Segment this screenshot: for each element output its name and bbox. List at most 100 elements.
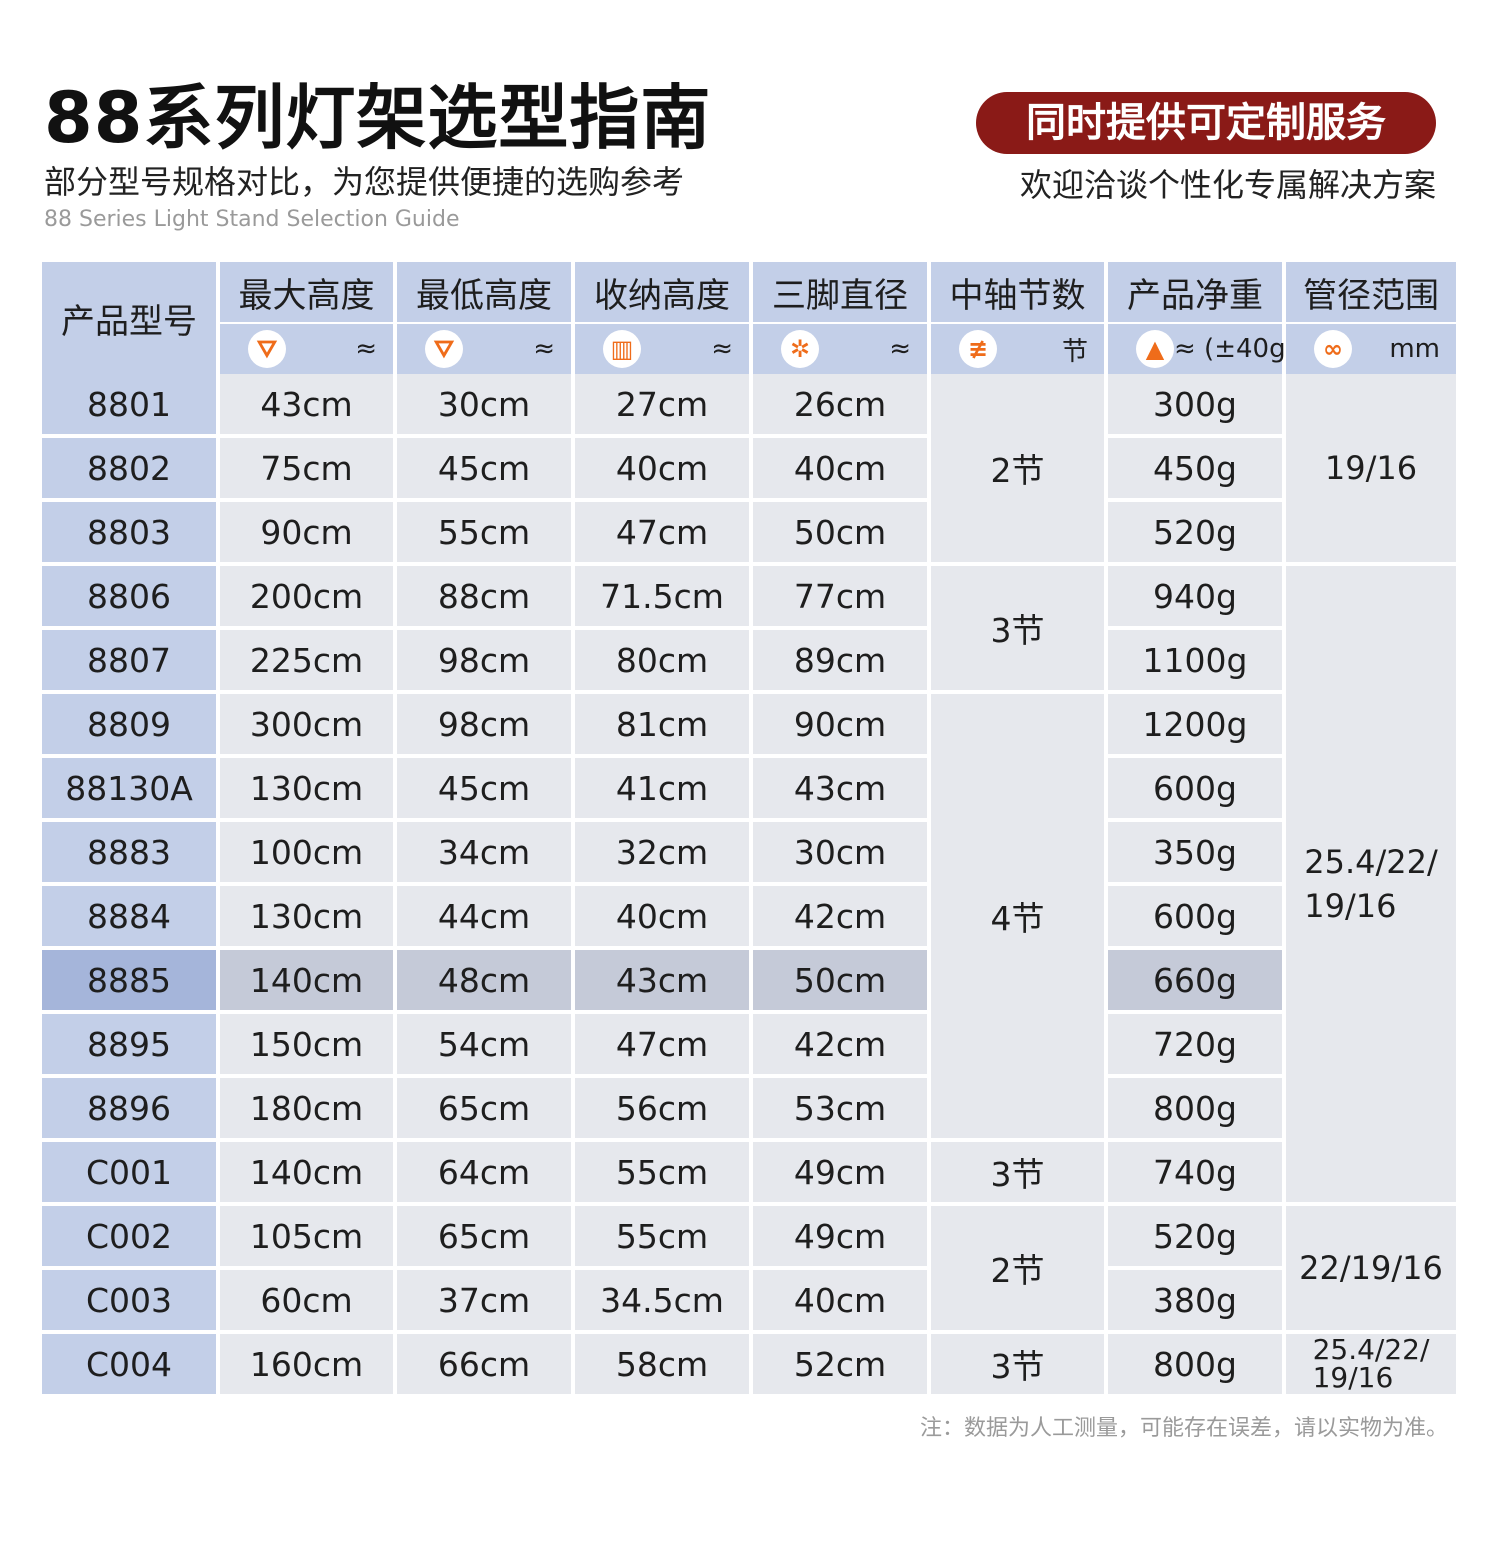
spec-cell: 26cm	[753, 374, 927, 434]
spec-cell: 55cm	[397, 502, 571, 562]
spec-cell: 42cm	[753, 886, 927, 946]
model-cell: C003	[42, 1270, 216, 1330]
column-header-label: 三脚直径	[753, 262, 927, 322]
column-unit-row: ⛛ ≈	[397, 324, 571, 374]
spec-cell: 41cm	[575, 758, 749, 818]
custom-service-badge: 同时提供可定制服务	[976, 92, 1436, 154]
column-header-label: 收纳高度	[575, 262, 749, 322]
column-header-label: 中轴节数	[931, 262, 1104, 322]
model-cell: 8806	[42, 566, 216, 626]
column-unit-row: ▥ ≈	[575, 324, 749, 374]
weight-cell: 520g	[1108, 502, 1282, 562]
spec-cell: 100cm	[220, 822, 393, 882]
section-count-cell: 3节	[931, 566, 1104, 690]
column-unit-label: ≈	[355, 334, 377, 364]
footnote: 注：数据为人工测量，可能存在误差，请以实物为准。	[919, 1416, 1448, 1441]
tripod-diameter-icon: ✲	[781, 330, 819, 368]
custom-service-block: 同时提供可定制服务 欢迎洽谈个性化专属解决方案	[966, 92, 1436, 206]
spec-cell: 27cm	[575, 374, 749, 434]
spec-cell: 80cm	[575, 630, 749, 690]
spec-cell: 49cm	[753, 1206, 927, 1266]
column-unit-label: ≈	[889, 334, 911, 364]
folded-height-icon: ▥	[603, 330, 641, 368]
spec-cell: 98cm	[397, 694, 571, 754]
model-cell: C002	[42, 1206, 216, 1266]
spec-cell: 160cm	[220, 1334, 393, 1394]
column-unit-row: ≢ 节	[931, 324, 1104, 374]
spec-cell: 130cm	[220, 758, 393, 818]
column-header-label: 最低高度	[397, 262, 571, 322]
spec-cell: 47cm	[575, 1014, 749, 1074]
column-unit-label: 节	[1061, 336, 1088, 367]
column-unit-row: ✲ ≈	[753, 324, 927, 374]
spec-cell: 44cm	[397, 886, 571, 946]
spec-cell: 81cm	[575, 694, 749, 754]
model-cell: 8883	[42, 822, 216, 882]
spec-cell: 300cm	[220, 694, 393, 754]
section-count-cell: 4节	[931, 694, 1104, 1138]
spec-cell: 42cm	[753, 1014, 927, 1074]
spec-cell: 200cm	[220, 566, 393, 626]
spec-cell: 32cm	[575, 822, 749, 882]
pipe-range-cell: 22/19/16	[1286, 1206, 1456, 1330]
model-cell: 88130A	[42, 758, 216, 818]
weight-cell: 380g	[1108, 1270, 1282, 1330]
column-header-model: 产品型号	[42, 262, 216, 374]
pipe-range-value: 25.4/22/ 19/16	[1304, 843, 1438, 925]
english-title: 88 Series Light Stand Selection Guide	[44, 207, 460, 232]
pipe-range-cell: 19/16	[1286, 374, 1456, 562]
page-header: 88系列灯架选型指南 部分型号规格对比，为您提供便捷的选购参考 88 Serie…	[44, 78, 711, 234]
section-count-cell: 3节	[931, 1334, 1104, 1394]
spec-cell: 71.5cm	[575, 566, 749, 626]
spec-cell: 30cm	[753, 822, 927, 882]
spec-cell: 140cm	[220, 950, 393, 1010]
section-count-cell: 2节	[931, 374, 1104, 562]
spec-cell: 49cm	[753, 1142, 927, 1202]
spec-cell: 58cm	[575, 1334, 749, 1394]
spec-cell: 90cm	[220, 502, 393, 562]
weight-cell: 800g	[1108, 1078, 1282, 1138]
column-unit-row: ∞ mm	[1286, 324, 1456, 374]
column-header-label: 产品净重	[1108, 262, 1282, 322]
model-cell: 8807	[42, 630, 216, 690]
weight-cell: 1200g	[1108, 694, 1282, 754]
spec-cell: 90cm	[753, 694, 927, 754]
pipe-range-value: 25.4/22/ 19/16	[1312, 1333, 1430, 1394]
spec-cell: 60cm	[220, 1270, 393, 1330]
weight-cell: 720g	[1108, 1014, 1282, 1074]
spec-cell: 40cm	[575, 438, 749, 498]
weight-cell: 520g	[1108, 1206, 1282, 1266]
spec-cell: 150cm	[220, 1014, 393, 1074]
model-cell: 8809	[42, 694, 216, 754]
spec-cell: 54cm	[397, 1014, 571, 1074]
model-cell: 8884	[42, 886, 216, 946]
spec-cell: 34.5cm	[575, 1270, 749, 1330]
spec-cell: 225cm	[220, 630, 393, 690]
section-count-cell: 2节	[931, 1206, 1104, 1330]
spec-cell: 45cm	[397, 438, 571, 498]
weight-cell: 600g	[1108, 758, 1282, 818]
weight-icon: ▲	[1136, 330, 1174, 368]
column-unit-row: ⛛ ≈	[220, 324, 393, 374]
weight-cell: 1100g	[1108, 630, 1282, 690]
weight-cell: 350g	[1108, 822, 1282, 882]
spec-cell: 180cm	[220, 1078, 393, 1138]
column-header-label: 最大高度	[220, 262, 393, 322]
model-cell: 8896	[42, 1078, 216, 1138]
weight-cell: 600g	[1108, 886, 1282, 946]
spec-cell: 34cm	[397, 822, 571, 882]
spec-cell: 50cm	[753, 950, 927, 1010]
column-unit-label: ≈	[533, 334, 555, 364]
center-column-sections-icon: ≢	[959, 330, 997, 368]
spec-cell: 98cm	[397, 630, 571, 690]
spec-cell: 89cm	[753, 630, 927, 690]
tube-diameter-icon: ∞	[1314, 330, 1352, 368]
spec-cell: 43cm	[220, 374, 393, 434]
weight-cell: 300g	[1108, 374, 1282, 434]
spec-cell: 43cm	[753, 758, 927, 818]
model-cell: 8803	[42, 502, 216, 562]
spec-cell: 105cm	[220, 1206, 393, 1266]
section-count-cell: 3节	[931, 1142, 1104, 1202]
weight-cell: 660g	[1108, 950, 1282, 1010]
model-cell: 8801	[42, 374, 216, 434]
